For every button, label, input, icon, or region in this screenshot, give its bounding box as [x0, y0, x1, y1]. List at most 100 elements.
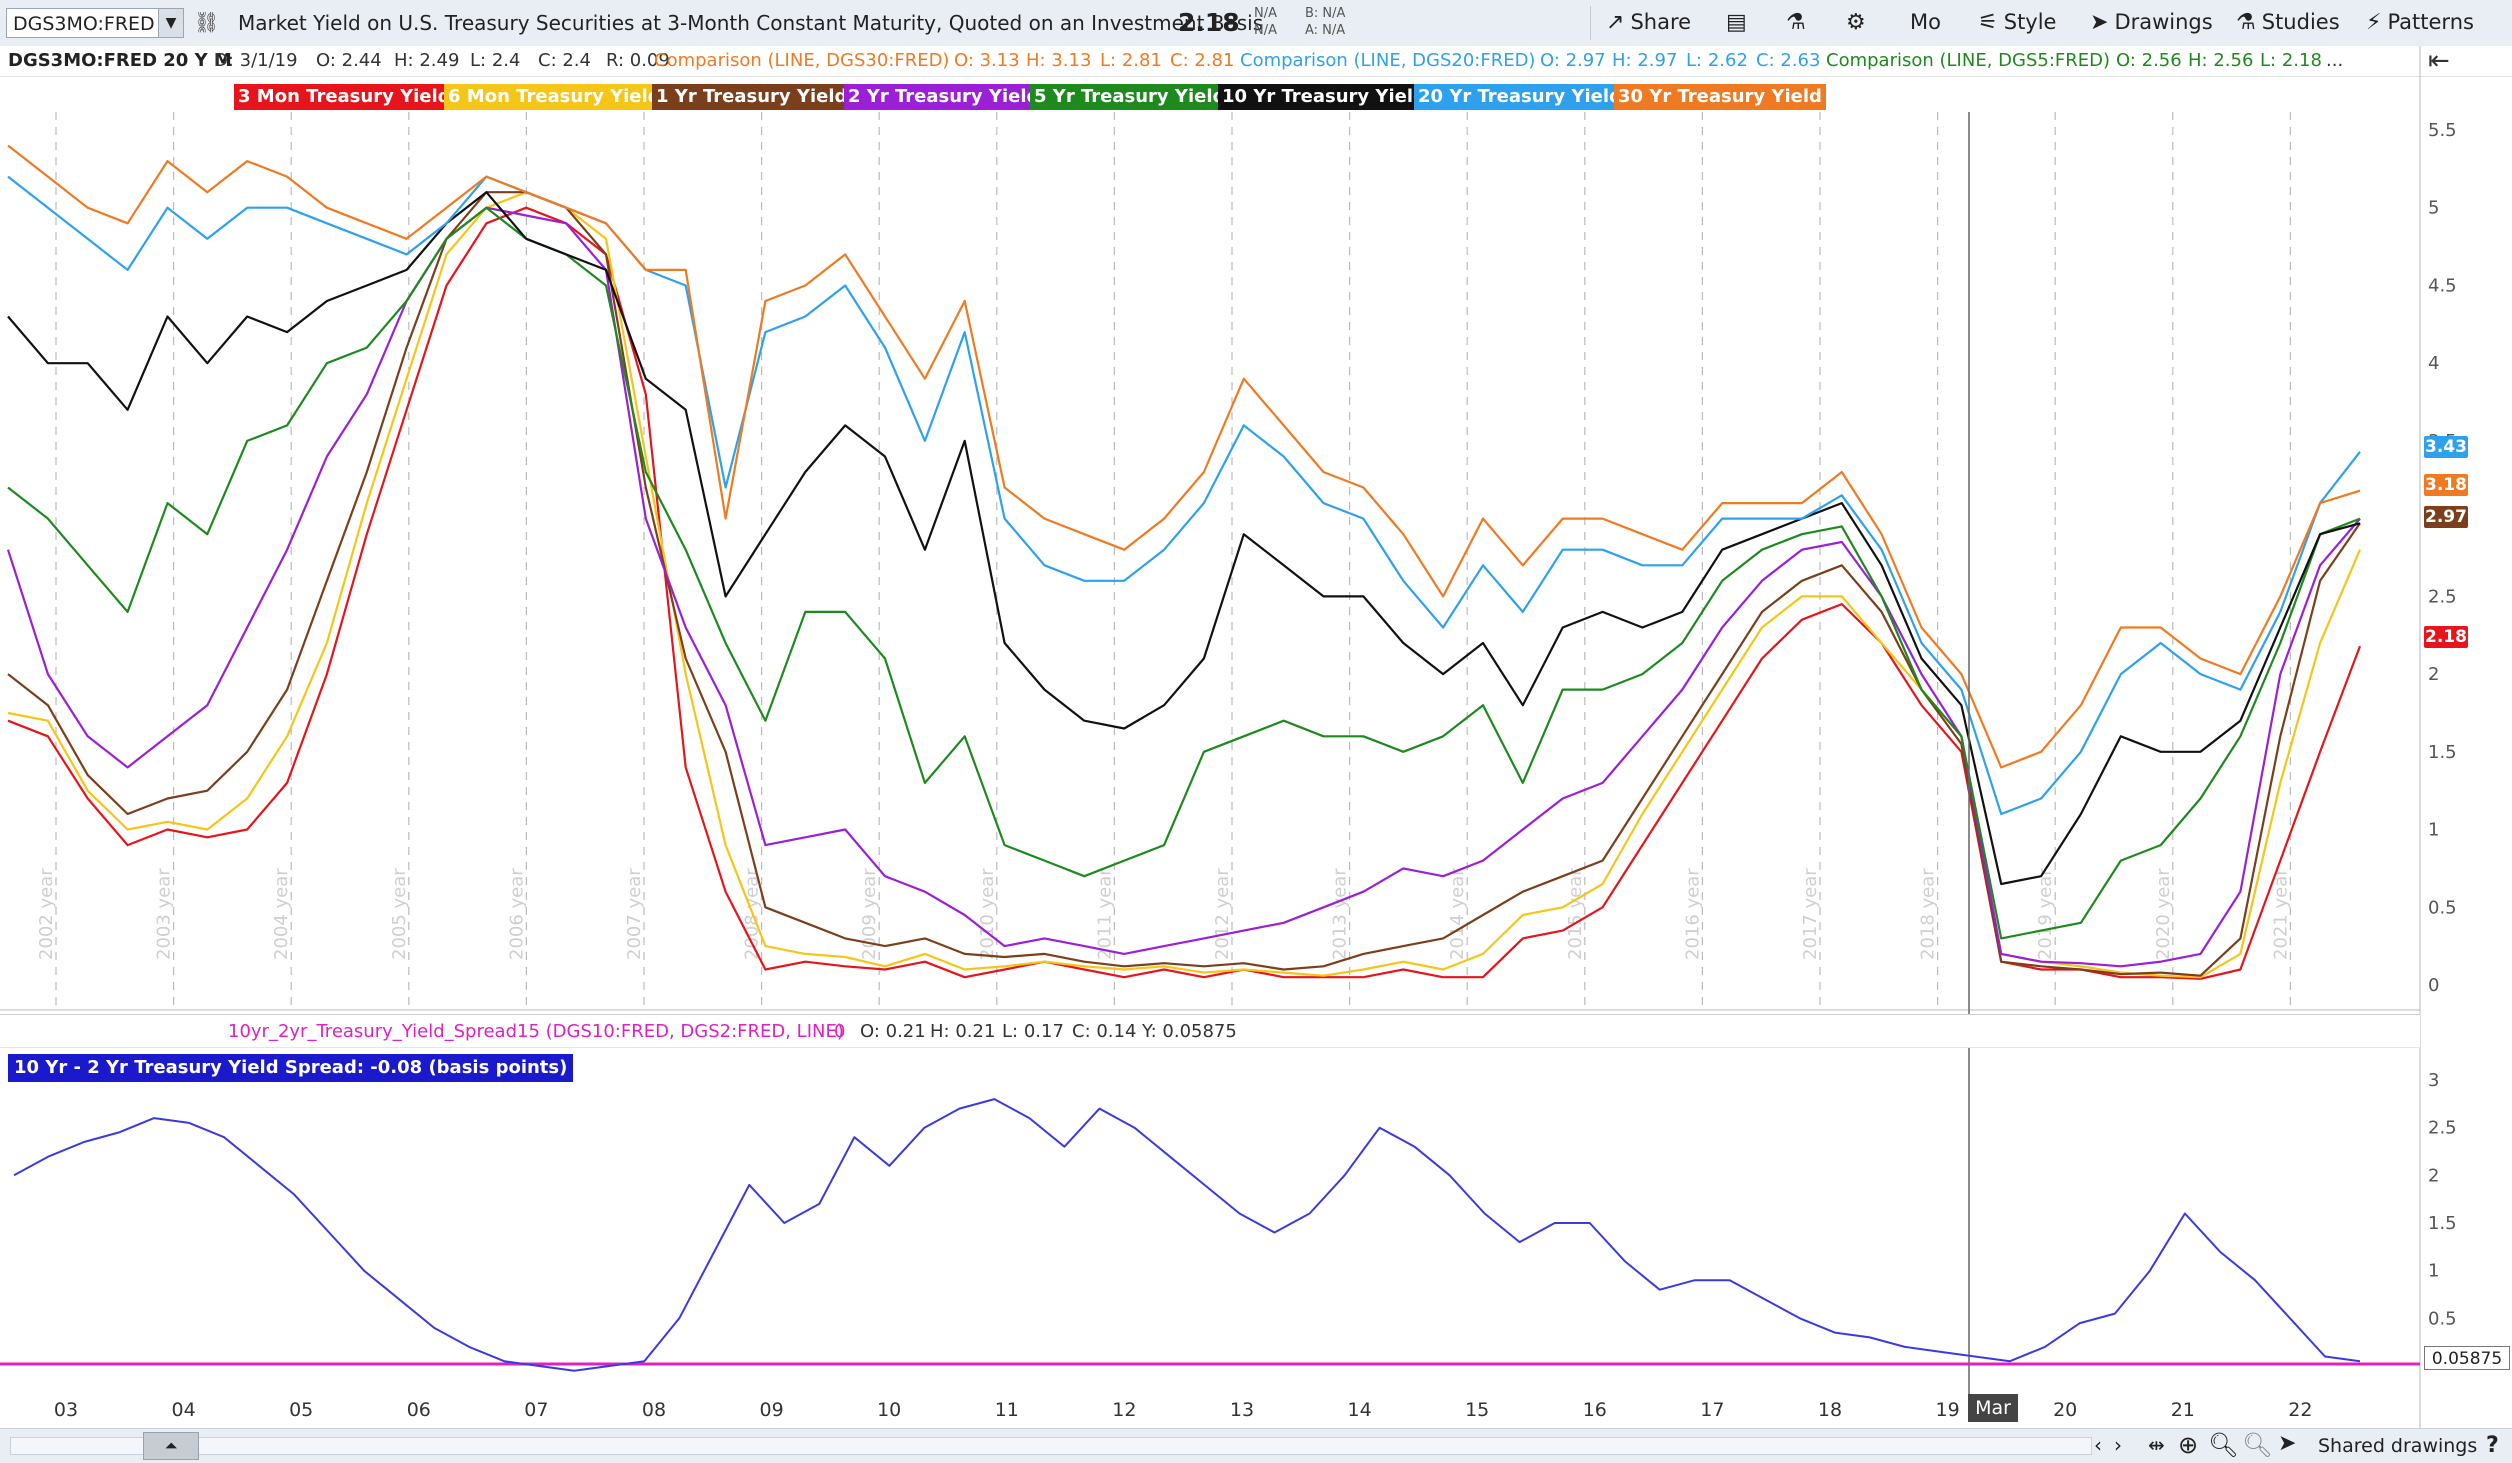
scroll-right-icon[interactable]: ›: [2114, 1433, 2122, 1457]
shared-drawings-button[interactable]: Shared drawings: [2318, 1435, 2478, 1457]
cursor-icon: ➤: [2090, 10, 2109, 35]
settings-button[interactable]: ⚙: [1846, 10, 1872, 35]
legend-item-2[interactable]: 6 Mon Treasury Yield: [444, 84, 665, 110]
na-values: N/A N/A: [1254, 5, 1277, 39]
legend-item-8[interactable]: 30 Yr Treasury Yield: [1614, 84, 1826, 110]
ask-value: A: N/A: [1305, 23, 1346, 38]
help-icon[interactable]: ?: [2486, 1433, 2499, 1458]
series-line-5: [7, 206, 2361, 940]
series-line-2: [7, 191, 2362, 979]
patterns-button[interactable]: ⚡ Patterns: [2366, 10, 2474, 35]
x-tick-label: 21: [2171, 1399, 2195, 1421]
year-label: 2006 year: [506, 868, 527, 960]
x-tick-label: 17: [1700, 1399, 1724, 1421]
x-tick-label: 03: [54, 1399, 78, 1421]
news-button[interactable]: ▤: [1726, 10, 1753, 35]
y-tick-label: 4: [2428, 353, 2439, 374]
year-label: 2017 year: [1800, 868, 1821, 960]
share-button[interactable]: ↗ Share: [1606, 10, 1691, 35]
legend-item-3[interactable]: 1 Yr Treasury Yield: [652, 84, 852, 110]
collapse-icon[interactable]: ⇤: [2428, 46, 2450, 76]
crosshair-date-label: Mar: [1968, 1394, 2018, 1422]
study-high: H: 0.21: [930, 1021, 996, 1042]
legend-item-5[interactable]: 5 Yr Treasury Yield: [1030, 84, 1230, 110]
symbol-dropdown-button[interactable]: ▼: [158, 8, 184, 38]
symbol-text: DGS3MO:FRED: [13, 13, 155, 35]
studies-button[interactable]: ⚗ Studies: [2236, 10, 2340, 35]
share-icon: ↗: [1606, 10, 1625, 35]
cmp20-close: C: 2.63: [1756, 50, 1821, 71]
series-line-4: [6, 206, 2361, 968]
style-button[interactable]: ⚟ Style: [1978, 10, 2056, 35]
y-tick-label: 1: [2428, 820, 2439, 841]
collapse-up-icon: ⏶: [164, 1436, 178, 1455]
spread-y-tick: 3: [2428, 1070, 2439, 1091]
crosshair-icon[interactable]: ⊕: [2178, 1431, 2199, 1459]
study-zero: 0: [834, 1021, 846, 1042]
zoom-out-icon[interactable]: 🔍︎: [2242, 1431, 2273, 1459]
study-y: Y: 0.05875: [1142, 1021, 1237, 1042]
year-label: 2021 year: [2270, 868, 2291, 960]
legend-item-6[interactable]: 10 Yr Treasury Yield: [1218, 84, 1430, 110]
chevron-down-icon: ▼: [165, 15, 177, 31]
spread-y-tick: 0.5: [2428, 1308, 2457, 1329]
x-tick-label: 08: [642, 1399, 666, 1421]
series-line-6: [7, 191, 2361, 886]
x-tick-label: 12: [1112, 1399, 1136, 1421]
symbol-description: Market Yield on U.S. Treasury Securities…: [238, 11, 1264, 35]
fit-icon[interactable]: ⇹: [2148, 1433, 2165, 1457]
y-tick-label: 4.5: [2428, 275, 2457, 296]
cmp5-low: L: 2.18: [2260, 50, 2322, 71]
info-more[interactable]: ...: [2326, 50, 2344, 71]
legend-item-7[interactable]: 20 Yr Treasury Yield: [1414, 84, 1626, 110]
symbol-input[interactable]: DGS3MO:FRED: [6, 8, 184, 38]
cmp5-open: O: 2.56: [2116, 50, 2182, 71]
x-tick-label: 04: [172, 1399, 196, 1421]
price-tag-4: 2.18: [2424, 626, 2468, 648]
zoom-in-icon[interactable]: 🔍︎: [2208, 1431, 2239, 1459]
year-label: 2004 year: [271, 868, 292, 960]
year-label: 2002 year: [36, 868, 57, 960]
drawings-button[interactable]: ➤ Drawings: [2090, 10, 2213, 35]
comparison-5yr: Comparison (LINE, DGS5:FRED): [1826, 50, 2111, 71]
y-tick-label: 0.5: [2428, 897, 2457, 918]
separator: [1590, 6, 1591, 40]
cmp30-open: O: 3.13: [954, 50, 1020, 71]
spread-y-tick: 2.5: [2428, 1118, 2457, 1139]
spread-y-tick: 1: [2428, 1261, 2439, 1282]
series-line-3: [7, 191, 2361, 977]
top-toolbar: DGS3MO:FRED ▼ ⛓ Market Yield on U.S. Tre…: [0, 0, 2512, 47]
na-1: N/A: [1254, 6, 1277, 21]
x-tick-label: 15: [1465, 1399, 1489, 1421]
price-tag-3: 2.97: [2424, 506, 2468, 528]
y-tick-label: 2: [2428, 664, 2439, 685]
scroll-handle[interactable]: ⏶: [143, 1432, 199, 1460]
legend-item-1[interactable]: 3 Mon Treasury Yield: [234, 84, 455, 110]
gear-icon: ⚙: [1846, 10, 1866, 35]
cursor-icon[interactable]: ➤: [2278, 1431, 2297, 1456]
cmp20-open: O: 2.97: [1540, 50, 1606, 71]
study-open: O: 0.21: [860, 1021, 926, 1042]
style-icon: ⚟: [1978, 10, 1998, 35]
aggregation-button[interactable]: Mo: [1910, 10, 1941, 34]
cmp20-high: H: 2.97: [1612, 50, 1678, 71]
patterns-label: Patterns: [2387, 10, 2474, 34]
link-icon[interactable]: ⛓: [194, 10, 220, 34]
scroll-left-icon[interactable]: ‹: [2094, 1433, 2102, 1457]
cmp5-high: H: 2.56: [2188, 50, 2254, 71]
year-label: 2020 year: [2153, 868, 2174, 960]
x-tick-label: 10: [877, 1399, 901, 1421]
na-2: N/A: [1254, 23, 1277, 38]
bid-value: B: N/A: [1305, 6, 1346, 21]
legend-item-4[interactable]: 2 Yr Treasury Yield: [844, 84, 1044, 110]
year-label: 2005 year: [389, 868, 410, 960]
study-name[interactable]: 10yr_2yr_Treasury_Yield_Spread15 (DGS10:…: [228, 1021, 844, 1042]
lab-button[interactable]: ⚗: [1786, 10, 1812, 35]
x-tick-label: 14: [1348, 1399, 1372, 1421]
horizontal-scrollbar[interactable]: ⏶: [10, 1432, 2092, 1460]
y-tick-label: 5: [2428, 198, 2439, 219]
year-label: 2013 year: [1330, 868, 1351, 960]
study-low: L: 0.17: [1002, 1021, 1064, 1042]
x-tick-label: 05: [289, 1399, 313, 1421]
